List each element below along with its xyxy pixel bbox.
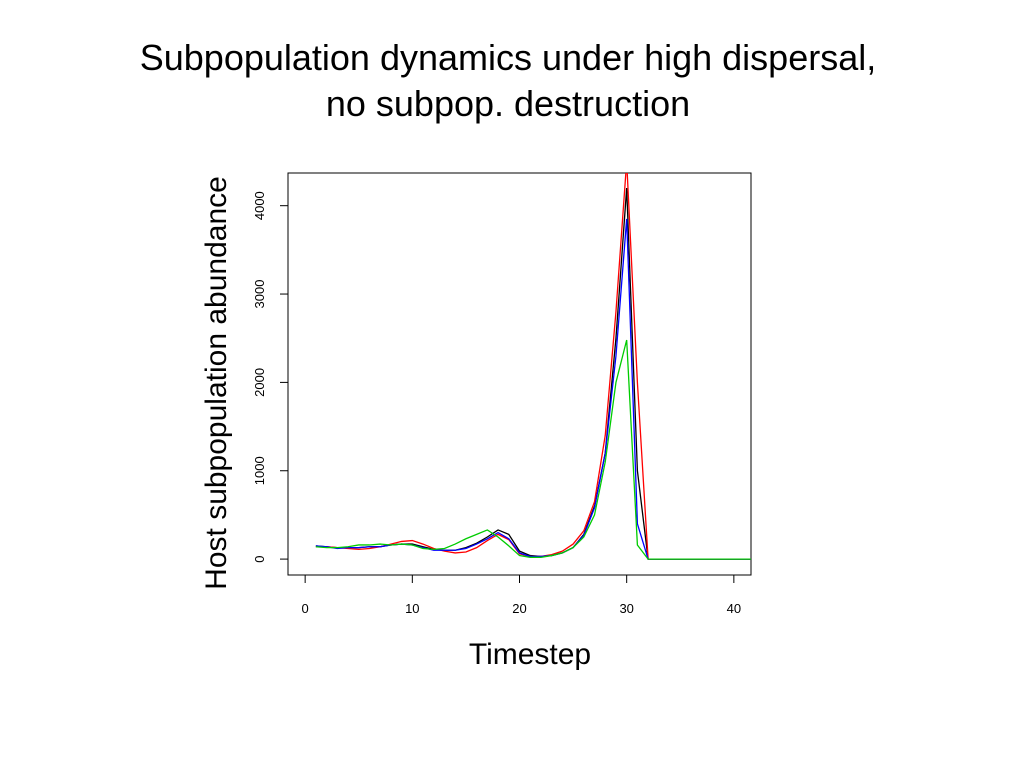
x-tick-label: 10 (405, 601, 419, 616)
y-tick-label: 1000 (252, 456, 267, 485)
y-tick-label: 0 (252, 555, 267, 562)
y-axis-label: Host subpopulation abundance (200, 176, 233, 590)
series-line (315, 173, 751, 560)
series-line (315, 218, 751, 560)
x-tick-label: 20 (512, 601, 526, 616)
plot-area (315, 173, 751, 560)
x-tick-label: 40 (727, 601, 741, 616)
y-tick-label: 2000 (252, 368, 267, 397)
series-line (315, 339, 751, 560)
y-tick-label: 3000 (252, 280, 267, 309)
x-axis-label: Timestep (469, 638, 591, 671)
y-tick-label: 4000 (252, 191, 267, 220)
series-line (315, 187, 751, 560)
x-tick-label: 0 (302, 601, 309, 616)
plot-frame (287, 172, 752, 576)
x-tick-label: 30 (619, 601, 633, 616)
chart-title: Subpopulation dynamics under high disper… (140, 37, 876, 78)
chart-title: no subpop. destruction (326, 83, 690, 124)
